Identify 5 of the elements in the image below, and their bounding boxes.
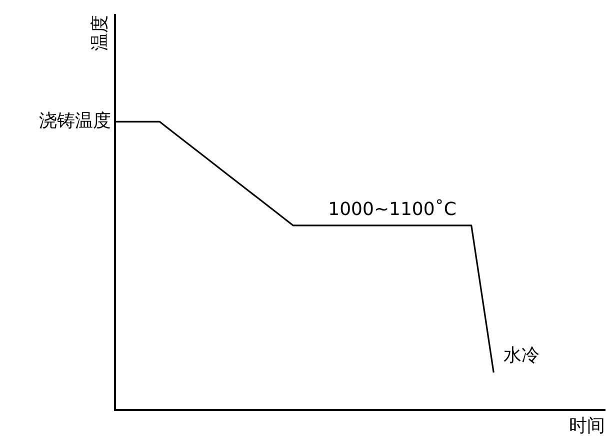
annotation: 1000~1100˚C: [328, 199, 456, 220]
annotation: 水冷: [504, 345, 540, 366]
y-axis-title: 温度: [90, 15, 111, 51]
text: 浇铸温度: [39, 110, 111, 132]
x-axis-title: 时间: [569, 416, 605, 437]
